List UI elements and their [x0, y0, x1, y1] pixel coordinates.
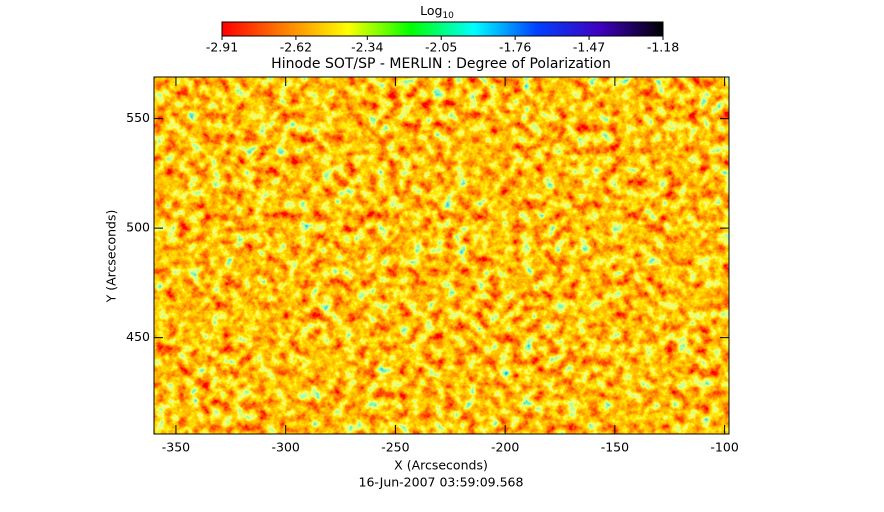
colorbar-tick-label: -2.05 [425, 40, 457, 55]
x-tick-label: -100 [710, 440, 738, 455]
chart-title: Hinode SOT/SP - MERLIN : Degree of Polar… [271, 56, 611, 72]
colorbar-tick-label: -1.47 [573, 40, 605, 55]
plot-frame [153, 76, 730, 435]
y-tick-label: 450 [126, 329, 150, 344]
x-axis-label: X (Arcseconds) [394, 458, 488, 473]
colorbar-tick-label: -1.18 [647, 40, 679, 55]
colorbar [221, 21, 664, 37]
x-tick-label: -350 [162, 440, 190, 455]
x-tick-label: -150 [601, 440, 629, 455]
polarization-image [154, 77, 729, 434]
y-tick-label: 500 [126, 220, 150, 235]
colorbar-tick-label: -2.34 [351, 40, 383, 55]
colorbar-label: Log10 [420, 3, 454, 21]
date-label: 16-Jun-2007 03:59:09.568 [359, 475, 524, 490]
x-tick-label: -200 [491, 440, 519, 455]
x-tick-label: -300 [271, 440, 299, 455]
y-tick-label: 550 [126, 110, 150, 125]
x-tick-label: -250 [381, 440, 409, 455]
colorbar-tick-label: -2.91 [206, 40, 238, 55]
colorbar-tick-label: -2.62 [280, 40, 312, 55]
colorbar-tick-label: -1.76 [499, 40, 531, 55]
y-axis-label: Y (Arcseconds) [104, 210, 119, 304]
